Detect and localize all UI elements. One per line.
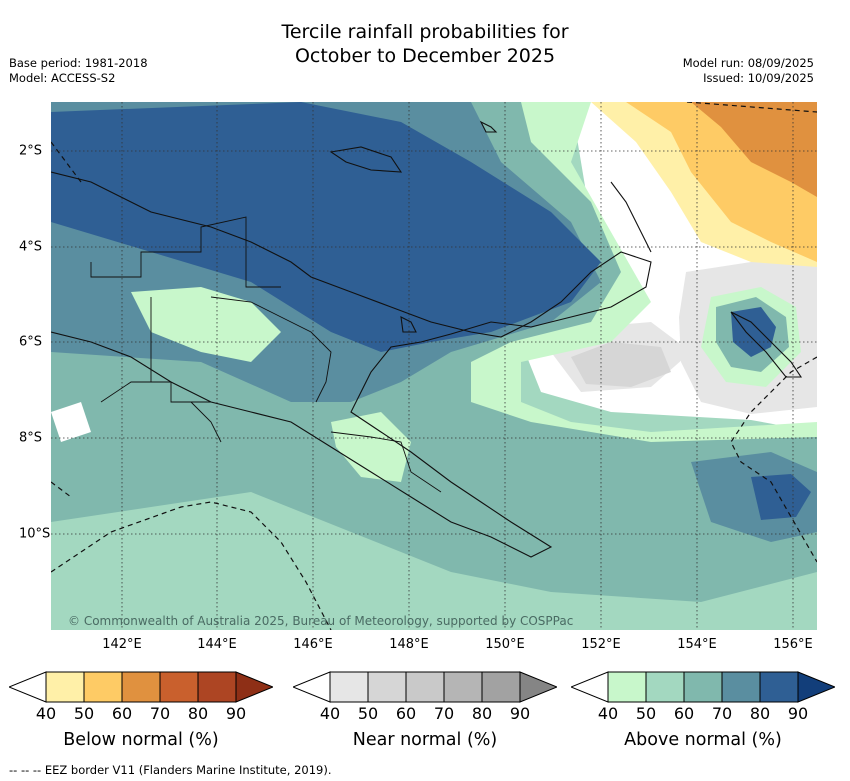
x-tick-label: 144°E	[197, 637, 237, 652]
colorbar-segment	[405, 671, 445, 703]
coastline	[51, 120, 803, 558]
colorbar-segment	[83, 671, 123, 703]
colorbar-label: Below normal (%)	[63, 730, 219, 750]
field-above-80	[51, 102, 601, 352]
colorbar-segment	[197, 671, 237, 703]
copyright-text: © Commonwealth of Australia 2025, Bureau…	[68, 614, 574, 628]
colorbar	[9, 671, 273, 703]
field-above-40-central	[331, 412, 411, 482]
x-tick-label: 156°E	[773, 637, 813, 652]
colorbar-segment	[443, 671, 483, 703]
eez-footnote: -- -- -- EEZ border V11 (Flanders Marine…	[9, 763, 332, 777]
y-tick-label: 8°S	[19, 430, 43, 446]
x-tick-label: 150°E	[485, 637, 525, 652]
y-tick-label: 2°S	[19, 143, 43, 159]
field-below-60	[691, 102, 817, 197]
colorbar-tick: 70	[149, 704, 171, 723]
colorbar-tick: 60	[395, 704, 417, 723]
x-tick-label: 148°E	[389, 637, 429, 652]
colorbar-segment	[159, 671, 199, 703]
colorbar-tick: 40	[35, 704, 57, 723]
colorbar-label: Above normal (%)	[624, 730, 782, 750]
y-tick-label: 10°S	[19, 526, 51, 542]
colorbar-segment	[683, 671, 723, 703]
title-line-1: Tercile rainfall probabilities for	[281, 21, 569, 43]
colorbar-tick: 90	[787, 704, 809, 723]
meta-left: Base period: 1981-2018 Model: ACCESS-S2	[9, 56, 148, 86]
x-tick-label: 142°E	[102, 637, 142, 652]
colorbar-max-extend	[797, 671, 835, 703]
colorbar-segment	[329, 671, 369, 703]
x-tick-label: 152°E	[581, 637, 621, 652]
colorbar-min-extend	[571, 671, 609, 703]
colorbar-tick: 90	[509, 704, 531, 723]
colorbar-min-extend	[9, 671, 47, 703]
meta-right: Model run: 08/09/2025 Issued: 10/09/2025	[683, 56, 814, 86]
colorbar-segment	[645, 671, 685, 703]
y-tick-label: 6°S	[19, 334, 43, 350]
x-tick-label: 154°E	[677, 637, 717, 652]
map-panel	[51, 102, 817, 630]
colorbar-tick: 70	[433, 704, 455, 723]
colorbar-tick: 80	[471, 704, 493, 723]
colorbar-tick: 60	[111, 704, 133, 723]
title-line-2: October to December 2025	[294, 45, 556, 67]
colorbar-tick: 50	[73, 704, 95, 723]
colorbar-segment	[607, 671, 647, 703]
eez-border	[51, 102, 817, 630]
colorbar-max-extend	[519, 671, 557, 703]
colorbar-tick: 60	[673, 704, 695, 723]
map-title: Tercile rainfall probabilities for Octob…	[0, 20, 850, 68]
colorbar-segment	[721, 671, 761, 703]
colorbar	[571, 671, 835, 703]
colorbar-tick: 90	[225, 704, 247, 723]
colorbar-min-extend	[293, 671, 331, 703]
field-white-west	[51, 402, 91, 442]
colorbar-tick: 40	[319, 704, 341, 723]
colorbar-tick: 80	[187, 704, 209, 723]
colorbar-tick: 40	[597, 704, 619, 723]
field-above-80-se	[751, 474, 811, 520]
colorbar-segment	[367, 671, 407, 703]
field-above-50-south	[51, 492, 817, 630]
graticule	[51, 102, 817, 630]
colorbar-tick: 50	[357, 704, 379, 723]
colorbar-label: Near normal (%)	[352, 730, 498, 750]
model-name: Model: ACCESS-S2	[9, 71, 116, 85]
colorbar-segment	[481, 671, 521, 703]
colorbar-segment	[759, 671, 799, 703]
base-period: Base period: 1981-2018	[9, 56, 148, 70]
y-tick-label: 4°S	[19, 239, 43, 255]
field-near-50-a	[571, 342, 671, 387]
field-above-80-ne	[731, 307, 776, 357]
colorbar-segment	[121, 671, 161, 703]
colorbar-tick: 50	[635, 704, 657, 723]
colorbar-max-extend	[235, 671, 273, 703]
x-tick-label: 146°E	[293, 637, 333, 652]
colorbar-tick: 70	[711, 704, 733, 723]
colorbar-tick: 80	[749, 704, 771, 723]
model-run: Model run: 08/09/2025	[682, 56, 814, 70]
field-above-40-west	[131, 287, 281, 362]
issued-date: Issued: 10/09/2025	[703, 71, 814, 85]
colorbar	[293, 671, 557, 703]
colorbar-segment	[45, 671, 85, 703]
province-borders	[90, 216, 442, 493]
probability-map	[51, 102, 817, 630]
